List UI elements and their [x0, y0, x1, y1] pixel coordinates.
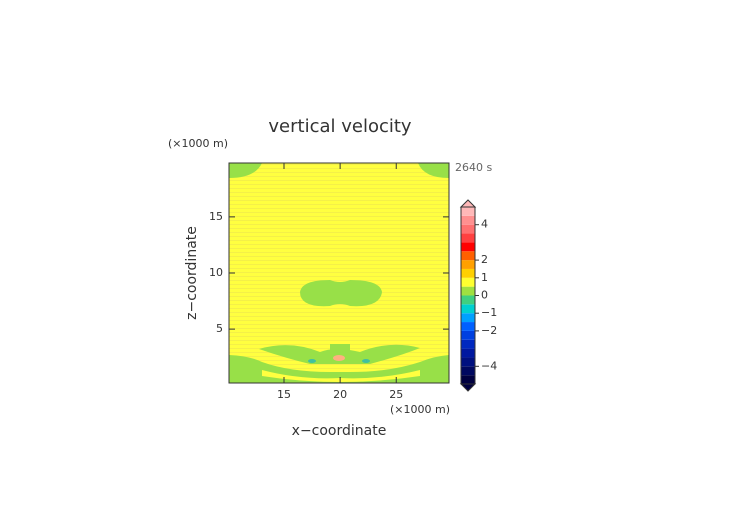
contour-field	[229, 163, 449, 383]
colorbar-tick-label: −4	[481, 359, 497, 372]
colorbar-tick-label: 1	[481, 271, 488, 284]
contour-region	[262, 370, 420, 382]
colorbar-tick-label: 0	[481, 289, 488, 302]
colorbar-bin	[461, 207, 475, 216]
colorbar-bin	[461, 339, 475, 349]
colorbar-bin	[461, 277, 475, 287]
colorbar-bin	[461, 260, 475, 269]
colorbar-bin	[461, 251, 475, 261]
contour-region	[333, 355, 345, 361]
contour-region	[259, 344, 420, 364]
colorbar-bin	[461, 224, 475, 234]
x-axis-label: x−coordinate	[292, 423, 387, 439]
colorbar-tick-label: −2	[481, 324, 497, 337]
colorbar-bin	[461, 233, 475, 243]
y-unit: (×1000 m)	[168, 137, 228, 150]
y-tick-label: 10	[209, 266, 223, 279]
time-label: 2640 s	[455, 161, 492, 174]
contour-region	[229, 163, 262, 178]
contour-region	[330, 344, 350, 352]
colorbar-tick-label: 4	[481, 218, 488, 231]
x-tick-label: 25	[389, 388, 403, 401]
colorbar-bin	[461, 357, 475, 367]
colorbar-bin	[461, 375, 475, 384]
contour-region	[418, 163, 449, 178]
contour-region	[308, 359, 316, 363]
colorbar-bin	[461, 348, 475, 358]
colorbar-bin	[461, 366, 475, 376]
colorbar-extend-top	[459, 199, 477, 208]
contour-region	[300, 280, 382, 307]
contour-region	[362, 359, 370, 363]
colorbar-bin	[461, 304, 475, 314]
colorbar-bin	[461, 268, 475, 278]
colorbar-extend-bottom	[459, 383, 477, 392]
chart-title: vertical velocity	[268, 116, 412, 137]
y-tick-label: 15	[209, 210, 223, 223]
y-axis-label: z−coordinate	[184, 226, 200, 320]
colorbar-tick-label: 2	[481, 253, 488, 266]
x-unit: (×1000 m)	[390, 403, 450, 416]
y-tick-label: 5	[216, 322, 223, 335]
colorbar-bin	[461, 313, 475, 323]
colorbar-tick-label: −1	[481, 306, 497, 319]
colorbar-bin	[461, 286, 475, 296]
x-tick-label: 15	[277, 388, 291, 401]
colorbar-bin	[461, 295, 475, 305]
x-tick-label: 20	[333, 388, 347, 401]
colorbar-bin	[461, 215, 475, 225]
colorbar-bin	[461, 242, 475, 252]
colorbar-bin	[461, 330, 475, 340]
colorbar-bin	[461, 322, 475, 331]
